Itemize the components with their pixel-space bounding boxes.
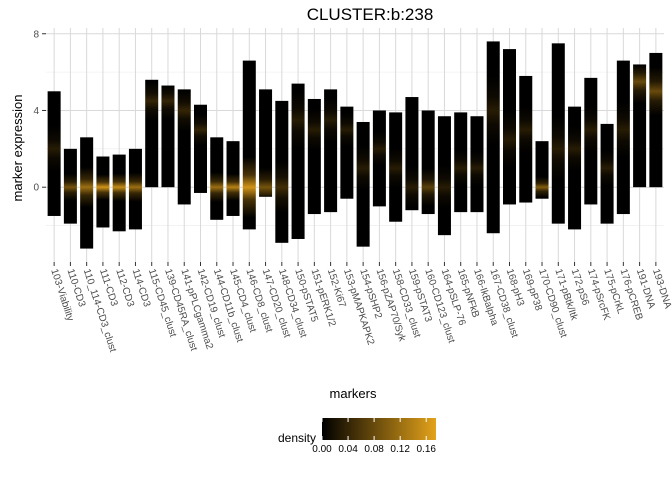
density-legend: density 0.00 0.04 0.08 0.12 0.16 (278, 418, 436, 455)
y-axis: 0 4 8 (33, 29, 46, 194)
marker-strips (47, 41, 663, 249)
density-strip (405, 97, 419, 211)
y-tick-label: 0 (33, 183, 39, 194)
density-strip (324, 89, 338, 213)
legend-ticks: 0.00 0.04 0.08 0.12 0.16 (312, 418, 436, 455)
density-strip (486, 41, 500, 234)
density-strip (649, 52, 663, 188)
legend-tick-label: 0.16 (416, 444, 436, 455)
density-strip (470, 116, 484, 213)
density-strip (616, 60, 630, 215)
density-strip (633, 64, 647, 188)
y-tick-label: 8 (33, 29, 39, 40)
density-strip (259, 89, 273, 197)
legend-colorbar (322, 418, 436, 440)
legend-title: density (278, 431, 316, 445)
legend-tick-label: 0.12 (390, 444, 410, 455)
legend-tick-label: 0.04 (338, 444, 358, 455)
y-axis-title: marker expression (10, 95, 25, 202)
density-strip (389, 112, 403, 222)
density-strip (421, 110, 435, 215)
density-strip (96, 156, 110, 228)
density-strip (568, 106, 582, 230)
density-strip (340, 106, 354, 199)
density-strip (600, 123, 614, 224)
y-tick-label: 4 (33, 106, 39, 117)
density-strip (584, 77, 598, 205)
density-strip (128, 148, 142, 230)
x-axis-title: markers (330, 386, 377, 401)
density-strip (210, 137, 224, 220)
density-strip (112, 154, 126, 232)
density-strip (275, 100, 289, 243)
density-strip (47, 91, 61, 216)
density-strip (307, 98, 321, 215)
density-strip (291, 83, 305, 239)
density-strip (177, 89, 191, 205)
density-strip (519, 75, 533, 203)
density-strip (145, 79, 159, 188)
legend-tick-label: 0.08 (364, 444, 384, 455)
legend-tick-label: 0.00 (312, 444, 332, 455)
density-strip (535, 141, 549, 199)
density-strip (454, 112, 468, 213)
density-strip (242, 60, 256, 230)
density-strip (63, 148, 77, 224)
density-strip (356, 121, 370, 247)
density-strip (502, 49, 517, 205)
density-strip (161, 85, 175, 188)
density-strip (193, 104, 208, 193)
density-strip (437, 116, 451, 236)
density-strip (551, 43, 565, 224)
x-axis: 103-Viability110-CD3110_114-CD3_clust111… (48, 262, 672, 354)
density-strip (372, 110, 386, 207)
density-strip (80, 137, 94, 249)
density-strip (226, 141, 240, 216)
chart-title: CLUSTER:b:238 (307, 5, 434, 24)
